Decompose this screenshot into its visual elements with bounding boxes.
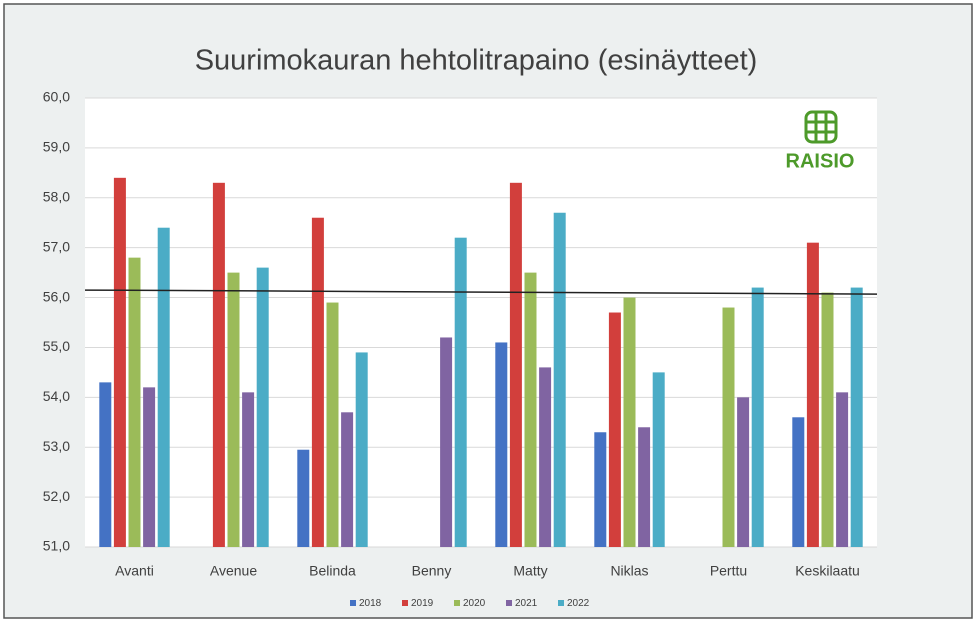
legend-swatch: [402, 600, 408, 606]
x-tick-label: Matty: [513, 563, 547, 579]
bar: [792, 417, 805, 547]
y-tick-label: 58,0: [43, 188, 70, 204]
legend-label: 2018: [359, 598, 382, 609]
bar: [341, 412, 354, 547]
bar: [113, 177, 126, 548]
legend-label: 2022: [567, 598, 590, 609]
bar: [326, 302, 339, 547]
bar: [440, 337, 453, 547]
y-tick-label: 55,0: [43, 338, 70, 354]
bar: [652, 372, 665, 547]
bar: [722, 307, 735, 547]
legend-label: 2020: [463, 598, 486, 609]
y-tick-label: 52,0: [43, 488, 70, 504]
legend-swatch: [350, 600, 356, 606]
y-tick-label: 59,0: [43, 139, 70, 155]
logo: RAISIO: [786, 110, 855, 172]
x-tick-label: Keskilaatu: [795, 563, 860, 579]
y-tick-label: 57,0: [43, 238, 70, 254]
bar: [509, 182, 522, 548]
chart-title: Suurimokauran hehtolitrapaino (esinäytte…: [195, 45, 758, 77]
legend-swatch: [454, 600, 460, 606]
bar: [524, 272, 537, 547]
x-tick-label: Benny: [412, 563, 452, 579]
bar: [623, 297, 636, 547]
y-tick-label: 51,0: [43, 538, 70, 554]
bar: [806, 242, 819, 547]
bar: [850, 287, 863, 547]
bar: [821, 292, 834, 547]
bar: [297, 449, 310, 547]
bar: [836, 392, 849, 547]
y-tick-label: 54,0: [43, 388, 70, 404]
reference-line: [84, 289, 878, 295]
y-tick-label: 56,0: [43, 288, 70, 304]
x-tick-label: Niklas: [610, 563, 648, 579]
x-tick-label: Perttu: [710, 563, 747, 579]
bar: [157, 227, 170, 547]
bar: [539, 367, 552, 547]
legend-swatch: [506, 600, 512, 606]
x-tick-label: Avanti: [115, 563, 154, 579]
x-tick-label: Avenue: [210, 563, 257, 579]
y-tick-label: 53,0: [43, 438, 70, 454]
bar: [355, 352, 368, 547]
bar: [242, 392, 255, 547]
legend-label: 2019: [411, 598, 434, 609]
bar: [454, 237, 467, 547]
bar: [553, 212, 566, 547]
legend-swatch: [558, 600, 564, 606]
bar: [495, 342, 508, 547]
bar: [311, 217, 324, 547]
bar: [99, 382, 112, 547]
bar: [608, 312, 621, 547]
legend-label: 2021: [515, 598, 538, 609]
y-tick-label: 60,0: [43, 89, 70, 105]
bar: [751, 287, 764, 547]
bar: [227, 272, 240, 547]
logo-text: RAISIO: [786, 150, 855, 172]
bar: [128, 257, 141, 547]
bar: [737, 397, 750, 547]
x-tick-label: Belinda: [309, 563, 356, 579]
bar: [638, 427, 651, 547]
bar: [143, 387, 156, 547]
bar: [594, 432, 607, 547]
bar: [212, 182, 225, 548]
bar: [256, 267, 269, 547]
